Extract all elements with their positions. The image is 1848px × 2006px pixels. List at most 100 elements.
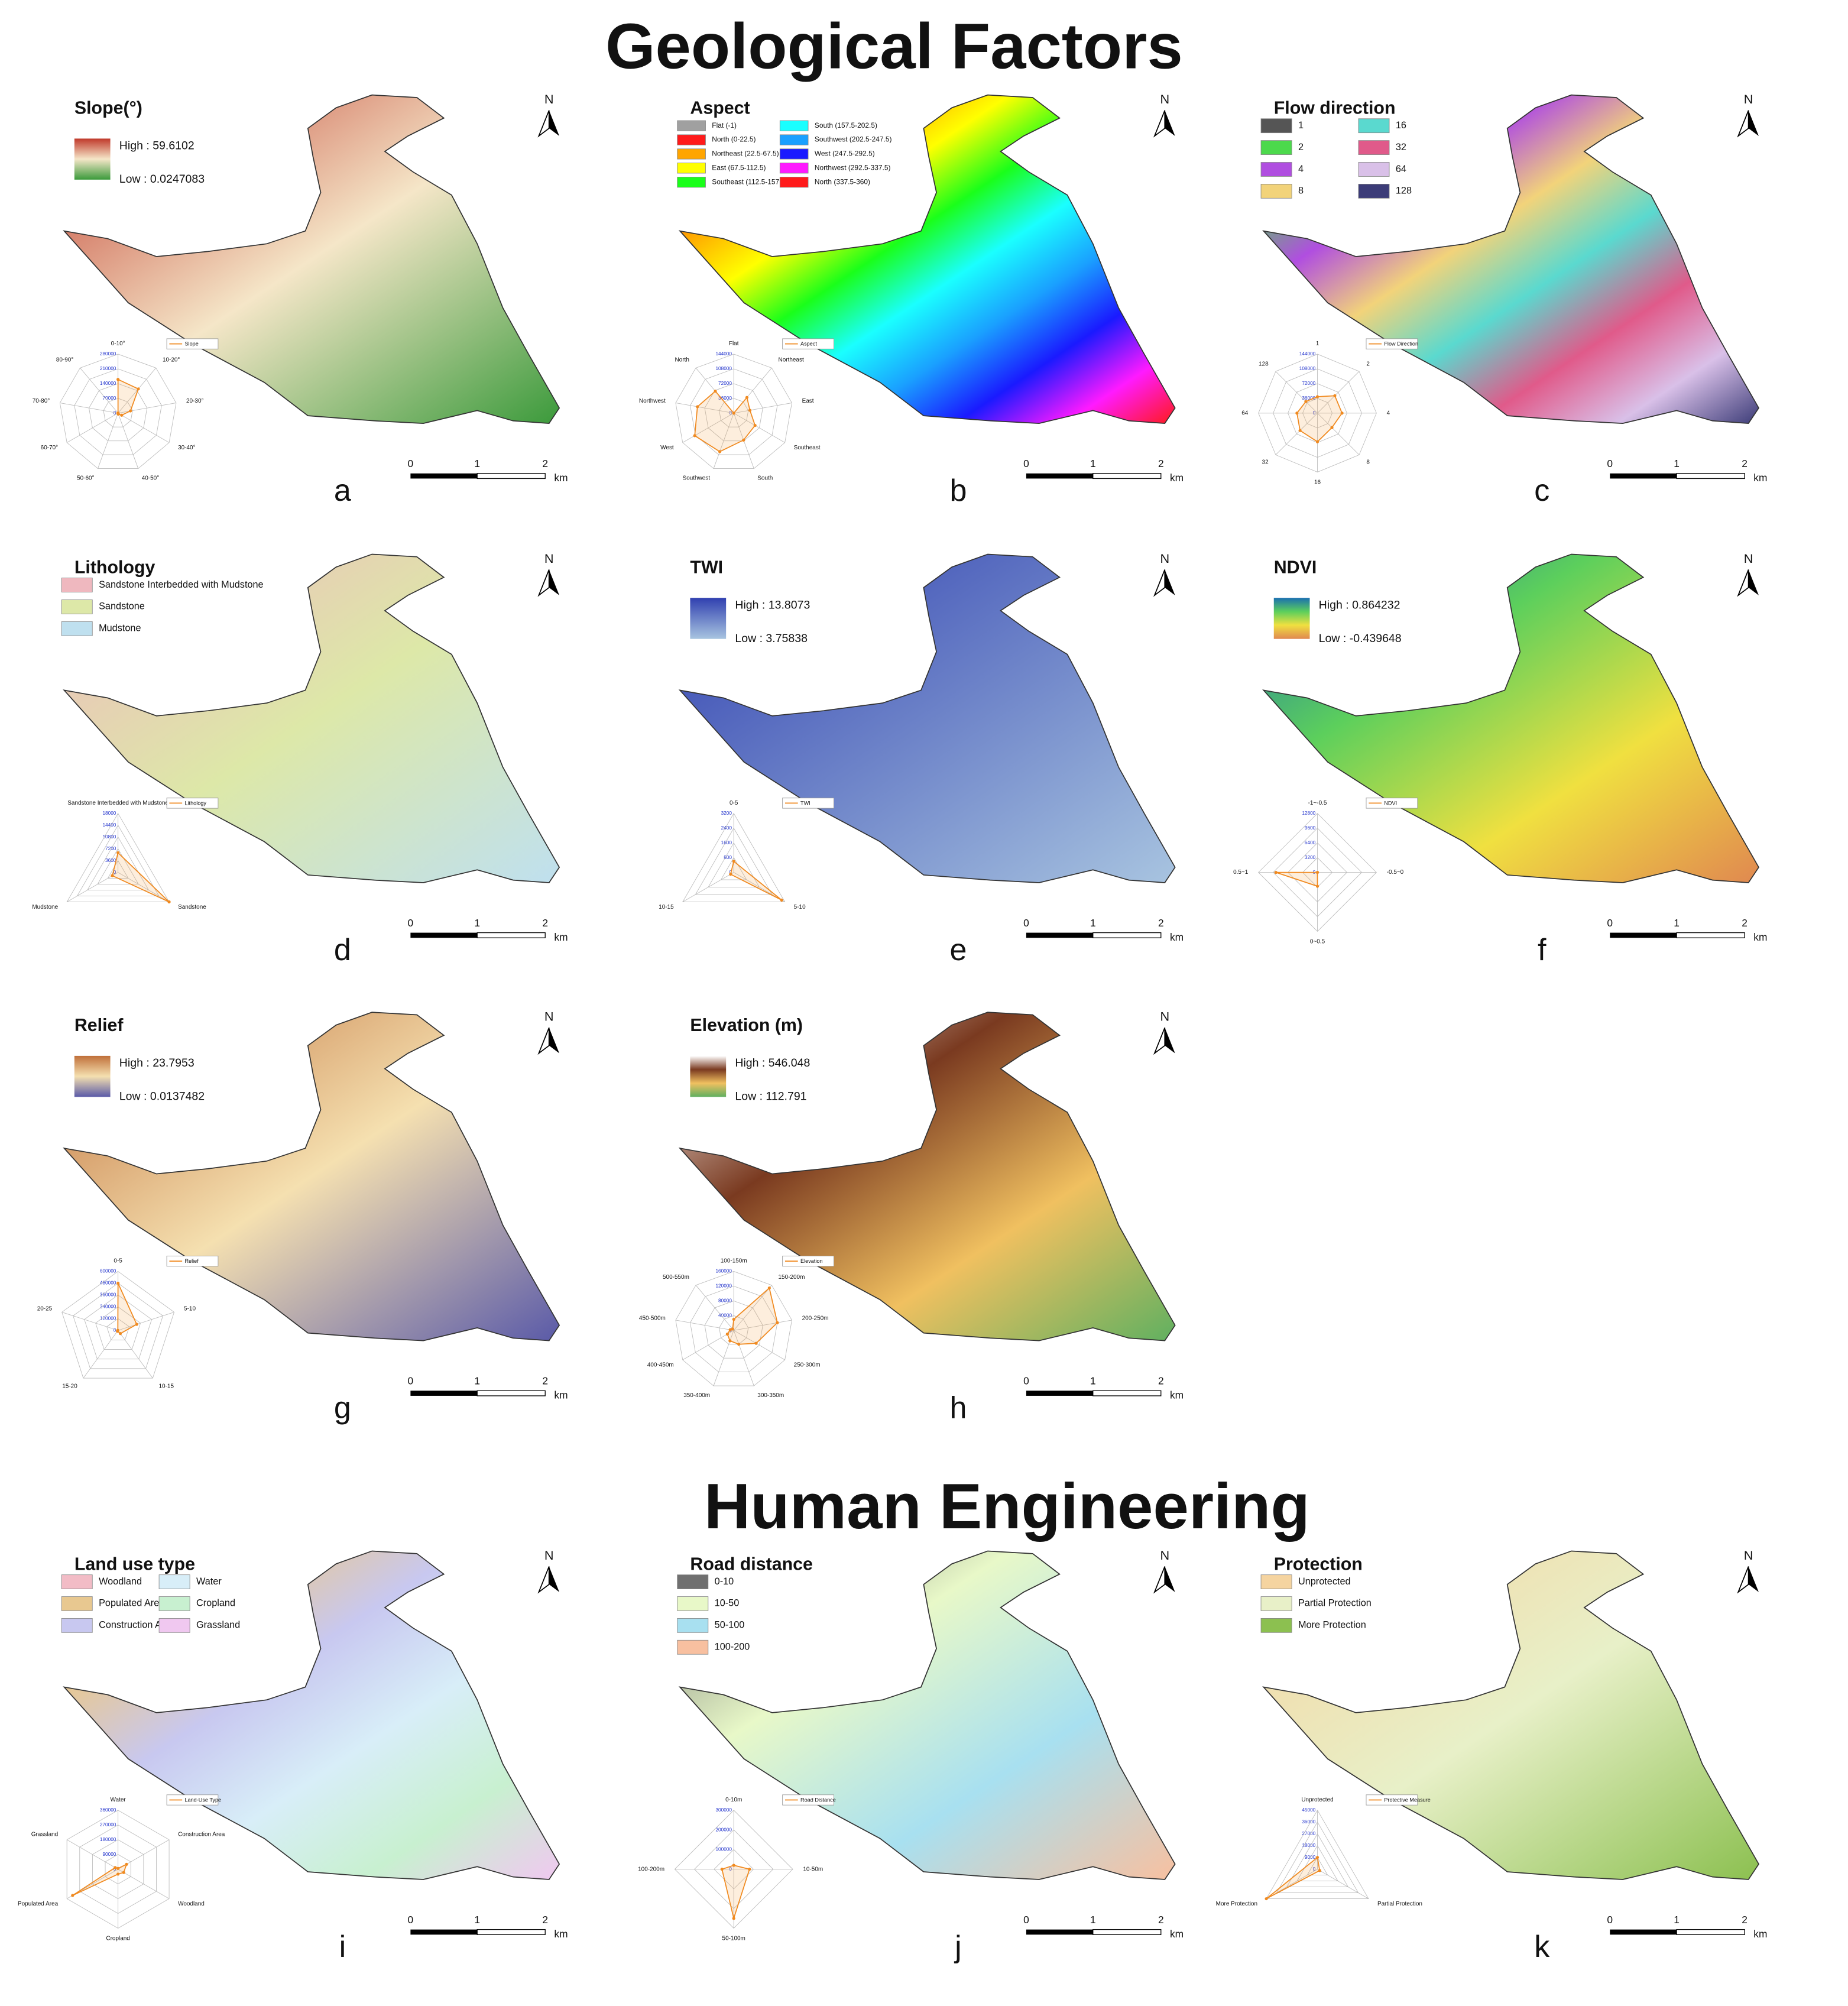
radar-spoke <box>60 403 118 414</box>
legend-label: 128 <box>1396 186 1412 196</box>
legend-swatch <box>677 134 706 145</box>
north-label: N <box>1160 92 1169 106</box>
north-arrow <box>537 110 550 138</box>
radar-ring <box>59 354 177 469</box>
legend-swatch <box>677 1639 709 1655</box>
radar-tick-label: 36000 <box>1302 1819 1315 1824</box>
radar-legend-label: TWI <box>800 800 810 806</box>
legend-swatch <box>779 120 809 131</box>
legend-ramp <box>690 1055 727 1097</box>
scale-label: 2 <box>542 458 548 469</box>
legend-label: 10-50 <box>715 1598 740 1609</box>
north-arrow <box>549 1028 560 1054</box>
scale-bar <box>410 1391 478 1396</box>
legend-label: 2 <box>1298 142 1304 153</box>
radar-spoke <box>83 1330 118 1379</box>
radar-category: Unprotected <box>1301 1797 1333 1803</box>
legend-swatch <box>1260 162 1292 177</box>
radar-point <box>753 423 757 427</box>
radar-ring <box>1296 1845 1338 1882</box>
scale-label: 2 <box>1742 1914 1748 1926</box>
scale-unit: km <box>1753 1928 1767 1940</box>
legend-swatch <box>61 621 93 636</box>
north-arrow <box>1737 569 1749 597</box>
scale-bar <box>1676 1929 1745 1935</box>
radar-category: North <box>675 357 689 364</box>
legend-swatch <box>1260 1596 1292 1611</box>
scale-label: 0 <box>1023 917 1029 929</box>
legend-label: South (157.5-202.5) <box>815 121 877 129</box>
radar-point <box>167 900 171 904</box>
scale-label: 0 <box>1023 1375 1029 1387</box>
radar-category: 20-30° <box>186 398 203 404</box>
radar-category: East <box>802 398 814 404</box>
radar-category: 15-20 <box>62 1383 77 1390</box>
legend-low: Low : 3.75838 <box>735 632 808 645</box>
legend-swatch <box>61 599 93 614</box>
legend-swatch <box>779 134 809 145</box>
radar-spoke <box>118 403 177 414</box>
map-area <box>1262 94 1759 424</box>
radar-tick-label: 0 <box>1313 1866 1316 1872</box>
legend-label: 64 <box>1396 164 1406 174</box>
radar-tick-label: 7200 <box>105 846 116 851</box>
radar-category: Sandstone <box>178 904 206 910</box>
legend-label: Sandstone Interbedded with Mudstone <box>99 579 264 590</box>
radar-category: 80-90° <box>56 357 73 364</box>
radar-point <box>71 1894 74 1897</box>
radar-point <box>754 1341 758 1345</box>
radar-legend-label: Land-Use Type <box>184 1797 221 1803</box>
scale-unit: km <box>554 1928 568 1940</box>
radar-category: 16 <box>1314 479 1321 486</box>
radar-tick-label: 144000 <box>715 351 732 357</box>
radar-chart: 090000180000270000360000WaterConstructio… <box>18 1794 225 1942</box>
scale-unit: km <box>1170 1928 1184 1940</box>
radar-point <box>780 898 783 902</box>
scale-label: 0 <box>1607 1914 1613 1926</box>
panel-letter: g <box>334 1391 351 1425</box>
legend-swatch <box>677 177 706 188</box>
legend-swatch <box>1260 184 1292 199</box>
radar-tick-label: 144000 <box>1299 351 1316 357</box>
radar-point <box>116 1328 119 1332</box>
panel: Land use type Woodland Populated Area Const… <box>18 1548 568 1964</box>
radar-spoke <box>733 1285 772 1331</box>
radar-ring <box>89 383 148 442</box>
radar-category: Southeast <box>794 445 821 451</box>
radar-tick-label: 210000 <box>100 366 116 371</box>
radar-tick-label: 36000 <box>718 396 732 401</box>
panel-title: Lithology <box>74 558 155 577</box>
radar-tick-label: 3600 <box>105 858 116 863</box>
radar-chart: 0 3600 7200 10800 14400 18000 Sandstone Interb… <box>32 798 219 910</box>
radar-spoke <box>1275 371 1318 414</box>
radar-point <box>732 1917 735 1920</box>
radar-point <box>116 1866 120 1870</box>
scale-label: 0 <box>1607 917 1613 929</box>
legend-swatch <box>677 148 706 160</box>
legend-swatch <box>61 1596 93 1611</box>
radar-spoke <box>733 413 785 443</box>
scale-label: 2 <box>542 1914 548 1926</box>
radar-category: 0.5~1 <box>1233 869 1249 876</box>
radar-ring <box>708 842 760 887</box>
radar-legend-box <box>1366 338 1418 349</box>
radar-point <box>116 1872 120 1876</box>
radar-tick-label: 108000 <box>715 366 732 371</box>
radar-spoke <box>118 1330 153 1379</box>
scale-label: 0 <box>408 917 414 929</box>
scale-label: 2 <box>1742 917 1748 929</box>
legend-label: Grassland <box>196 1620 240 1631</box>
radar-category: 8 <box>1366 459 1370 465</box>
scale-label: 0 <box>1607 458 1613 469</box>
radar-series <box>694 390 756 452</box>
radar-series <box>1266 1856 1321 1900</box>
radar-category: 50-100m <box>722 1935 745 1942</box>
scale-label: 2 <box>1742 458 1748 469</box>
radar-spoke <box>118 413 170 443</box>
north-label: N <box>1744 92 1753 106</box>
north-arrow <box>549 110 560 137</box>
legend-swatch <box>1358 140 1390 155</box>
radar-point <box>720 1868 724 1871</box>
north-label: N <box>1744 551 1753 566</box>
panel-title: Road distance <box>690 1554 813 1574</box>
